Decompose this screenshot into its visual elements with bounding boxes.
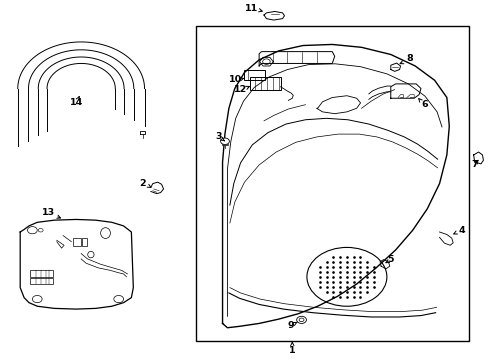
Text: 10: 10 [229,75,242,84]
Circle shape [220,138,229,144]
Bar [30,278,53,284]
Text: 3: 3 [215,132,222,141]
Text: 9: 9 [287,321,294,330]
Text: 2: 2 [139,179,145,188]
Text: 6: 6 [421,100,427,109]
Text: 7: 7 [470,161,477,170]
Text: 11: 11 [244,4,258,13]
Text: 8: 8 [405,54,412,63]
Text: 13: 13 [42,208,55,217]
Text: 4: 4 [457,226,464,235]
Text: 1: 1 [288,346,295,355]
Bar [81,238,87,246]
Bar [195,26,468,341]
Bar [30,270,53,277]
Text: 5: 5 [387,255,393,264]
Bar [221,144,228,145]
Text: 12: 12 [233,85,247,94]
Bar [73,238,81,246]
Bar [244,69,264,80]
Bar [250,77,280,90]
Text: 14: 14 [69,98,83,107]
